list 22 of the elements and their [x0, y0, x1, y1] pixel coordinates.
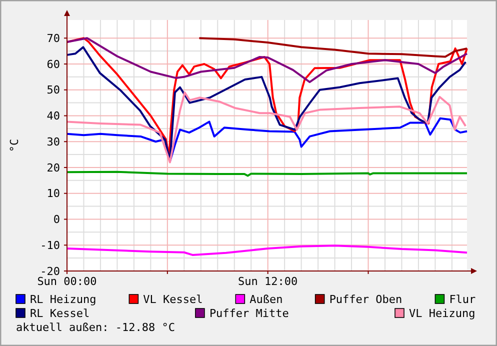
y-axis-title: °C [8, 138, 21, 152]
legend-label: Puffer Oben [329, 293, 402, 306]
y-tick-label: -10 [40, 238, 60, 252]
x-tick-label: Sun 12:00 [238, 275, 298, 288]
legend-label: Puffer Mitte [209, 307, 289, 320]
legend-label: Flur [449, 293, 476, 306]
y-tick-label: 70 [46, 32, 60, 45]
y-tick-label: 0 [53, 213, 60, 226]
y-tick-label: 50 [46, 84, 60, 97]
y-tick-label: 30 [46, 135, 60, 148]
legend-label: Außen [250, 293, 283, 306]
legend-label: RL Kessel [30, 307, 90, 320]
y-tick-label: 20 [46, 161, 60, 174]
y-tick-label: 40 [46, 110, 60, 123]
x-tick-label: Sun 00:00 [37, 275, 97, 288]
y-tick-label: -20 [40, 264, 60, 278]
text: aktuell außen: -12.88 °C [16, 321, 175, 334]
legend-label: RL Heizung [30, 293, 96, 306]
legend-label: VL Heizung [409, 307, 476, 320]
legend-label: VL Kessel [143, 293, 203, 306]
y-tick-label: 10 [46, 187, 60, 200]
y-tick-label: 60 [46, 58, 60, 71]
